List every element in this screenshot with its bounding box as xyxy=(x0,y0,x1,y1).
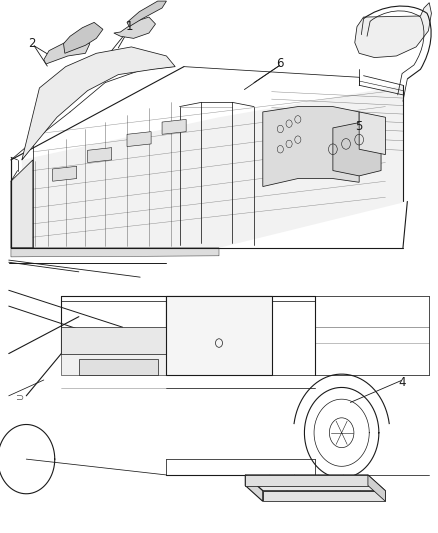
Polygon shape xyxy=(263,107,359,187)
Polygon shape xyxy=(127,132,151,147)
Text: 6: 6 xyxy=(276,58,284,70)
Polygon shape xyxy=(245,475,368,486)
Polygon shape xyxy=(88,148,112,163)
Polygon shape xyxy=(333,123,381,176)
Polygon shape xyxy=(162,119,186,134)
Polygon shape xyxy=(368,475,385,502)
Polygon shape xyxy=(79,359,158,375)
Polygon shape xyxy=(166,295,272,375)
Text: ⊃: ⊃ xyxy=(15,393,24,403)
Polygon shape xyxy=(11,248,219,257)
Polygon shape xyxy=(11,160,33,248)
Polygon shape xyxy=(263,491,385,502)
Polygon shape xyxy=(22,85,403,248)
Polygon shape xyxy=(245,475,385,491)
Polygon shape xyxy=(61,327,166,353)
Text: 2: 2 xyxy=(28,37,35,50)
Polygon shape xyxy=(245,475,263,502)
Polygon shape xyxy=(64,22,103,53)
Polygon shape xyxy=(355,3,431,58)
Text: 5: 5 xyxy=(356,120,363,133)
Text: 4: 4 xyxy=(398,376,406,389)
Polygon shape xyxy=(359,112,385,155)
Text: 1: 1 xyxy=(125,20,133,33)
Polygon shape xyxy=(127,1,166,27)
Polygon shape xyxy=(44,38,90,64)
Polygon shape xyxy=(22,47,175,160)
Polygon shape xyxy=(61,353,166,375)
Polygon shape xyxy=(114,17,155,38)
Polygon shape xyxy=(53,166,77,181)
